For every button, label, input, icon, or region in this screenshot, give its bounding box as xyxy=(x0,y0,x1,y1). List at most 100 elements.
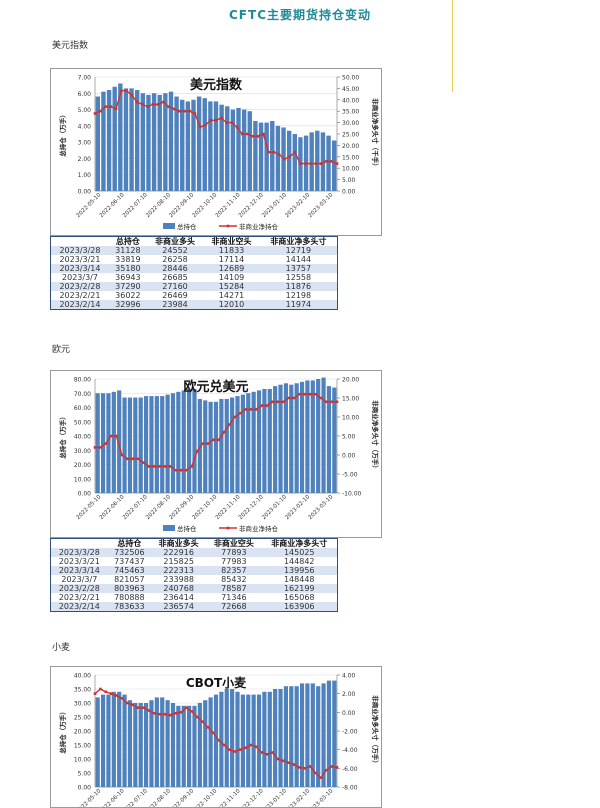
line-point xyxy=(135,100,139,104)
chart-title: 美元指数 xyxy=(190,77,243,93)
legend-label-total: 总持仓 xyxy=(177,524,197,533)
line-point xyxy=(131,457,134,461)
table-row: 2023/3/7 36943 26685 14109 12558 xyxy=(50,273,338,282)
y2-tick-label: -10.00 xyxy=(342,491,362,498)
bar xyxy=(174,96,179,191)
line-point xyxy=(114,107,118,111)
section-label-usd-index: 美元指数 xyxy=(52,41,89,51)
bar xyxy=(315,130,320,191)
line-point xyxy=(163,712,167,716)
value-cell: 821057 xyxy=(107,575,152,584)
y2-tick-label: 30.00 xyxy=(342,120,359,127)
bar xyxy=(253,120,258,191)
value-cell: 215825 xyxy=(151,557,207,566)
value-cell: 28446 xyxy=(146,264,204,273)
line-point xyxy=(136,706,140,709)
line-point xyxy=(98,109,102,113)
bar xyxy=(332,680,337,787)
value-cell: 31128 xyxy=(108,246,147,255)
legend-swatch-total xyxy=(163,525,175,531)
line-point xyxy=(206,442,210,445)
line-point xyxy=(201,720,204,723)
legend-marker-net xyxy=(226,526,230,530)
line-point xyxy=(193,112,197,115)
x-tick-label: 2022-08-10 xyxy=(145,788,172,807)
line-point xyxy=(115,694,118,697)
bar xyxy=(251,694,256,787)
line-point xyxy=(304,162,307,165)
line-point xyxy=(156,103,160,106)
bar xyxy=(181,705,186,787)
value-cell: 11974 xyxy=(259,300,338,310)
value-cell: 783633 xyxy=(107,602,152,612)
bar xyxy=(305,380,310,493)
value-cell: 77983 xyxy=(206,557,262,566)
bar xyxy=(273,689,278,787)
table-row: 2023/2/14 783633 236574 72668 163906 xyxy=(50,602,338,612)
table-header-row: 总持仓 非商业多头 非商业空头 非商业净多头寸 xyxy=(50,538,338,548)
bar xyxy=(225,106,230,191)
line-point xyxy=(147,465,151,468)
date-cell: 2023/3/14 xyxy=(50,566,108,575)
line-point xyxy=(241,132,244,136)
bar xyxy=(213,694,219,787)
value-cell: 23984 xyxy=(146,300,204,310)
line-point xyxy=(125,89,128,92)
value-cell: 145025 xyxy=(261,548,338,557)
x-tick-label: 2022-06-10 xyxy=(99,788,126,807)
bar xyxy=(283,383,289,493)
bar xyxy=(299,381,305,493)
bar xyxy=(240,694,245,787)
line-point xyxy=(109,434,113,438)
table-header-cell: 非商业空头 xyxy=(206,538,262,548)
line-point xyxy=(281,759,285,763)
y2-tick-label: 0.00 xyxy=(342,189,356,196)
line-point xyxy=(177,109,181,113)
line-point xyxy=(152,465,156,468)
value-cell: 745463 xyxy=(107,566,152,575)
bar xyxy=(160,396,165,493)
value-cell: 162199 xyxy=(261,584,338,593)
line-point xyxy=(204,123,207,127)
line-point xyxy=(228,423,231,426)
line-point xyxy=(104,690,108,694)
line-point xyxy=(179,468,183,472)
bar xyxy=(246,393,251,493)
bar xyxy=(240,394,245,493)
bar xyxy=(111,691,116,787)
bar xyxy=(112,86,117,191)
bar xyxy=(123,88,129,191)
bar xyxy=(294,686,299,787)
y2-axis-label: 非商业净多头寸（万手） xyxy=(371,400,380,472)
line-point xyxy=(163,465,167,468)
y-tick-label: 20.00 xyxy=(74,462,91,469)
value-cell: 26469 xyxy=(146,291,204,300)
table-header-cell: 非商业多头 xyxy=(151,538,207,548)
value-cell: 14271 xyxy=(203,291,260,300)
line-point xyxy=(324,400,328,404)
table-header-row: 总持仓 非商业多头 非商业空头 非商业净多头寸 xyxy=(50,236,338,246)
bar xyxy=(321,683,326,787)
value-cell: 163906 xyxy=(261,602,338,612)
table-row: 2023/3/28 31128 24552 11833 12719 xyxy=(50,246,338,255)
line-point xyxy=(183,109,186,113)
line-point xyxy=(214,119,218,122)
bar xyxy=(286,130,292,191)
line-point xyxy=(308,765,312,768)
line-point xyxy=(172,107,176,111)
value-cell: 17114 xyxy=(203,255,260,264)
value-cell: 36022 xyxy=(108,291,147,300)
y2-tick-label: 5.00 xyxy=(342,177,356,184)
line-point xyxy=(319,776,323,779)
bar xyxy=(106,694,111,787)
bar xyxy=(213,401,219,493)
line-point xyxy=(262,132,265,136)
table-row: 2023/3/7 821057 233988 85432 148448 xyxy=(50,575,338,584)
date-cell: 2023/3/28 xyxy=(50,246,109,255)
value-cell: 144842 xyxy=(261,557,338,566)
bar xyxy=(267,388,272,493)
bar xyxy=(95,96,101,191)
bar xyxy=(180,99,185,191)
bar xyxy=(331,140,337,191)
table-header-cell xyxy=(50,538,108,548)
